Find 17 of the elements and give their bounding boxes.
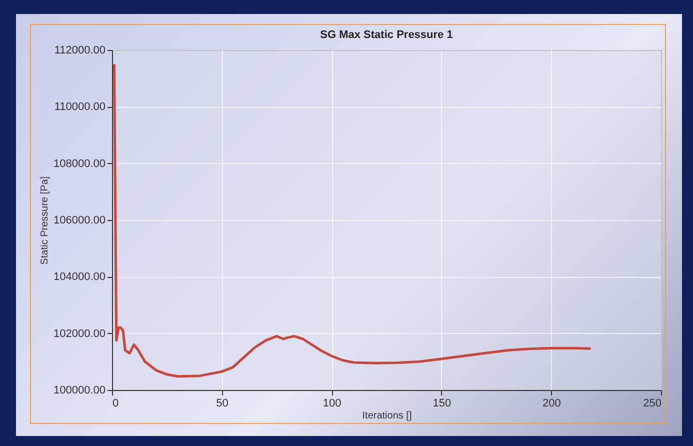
- chart-title: SG Max Static Pressure 1: [320, 29, 453, 41]
- y-tick-label: 106000.00: [54, 214, 106, 226]
- x-axis-title: Iterations []: [362, 410, 412, 422]
- x-tick-label: 50: [216, 398, 228, 410]
- y-tick-label: 102000.00: [54, 328, 106, 340]
- x-tick-label: 250: [643, 398, 662, 410]
- x-tick-label: 150: [432, 398, 452, 410]
- x-tick-label: 0: [112, 398, 119, 410]
- y-tick-label: 108000.00: [54, 158, 106, 170]
- y-tick-label: 100000.00: [54, 384, 106, 396]
- line-series: [112, 62, 592, 378]
- y-tick-label: 112000.00: [54, 44, 106, 56]
- y-tick-label: 110000.00: [54, 101, 106, 114]
- y-axis-title: Static Pressure [Pa]: [40, 176, 50, 265]
- y-tick-label: 104000.00: [54, 271, 106, 284]
- x-tick-label: 200: [542, 398, 561, 410]
- x-tick-label: 100: [322, 398, 342, 410]
